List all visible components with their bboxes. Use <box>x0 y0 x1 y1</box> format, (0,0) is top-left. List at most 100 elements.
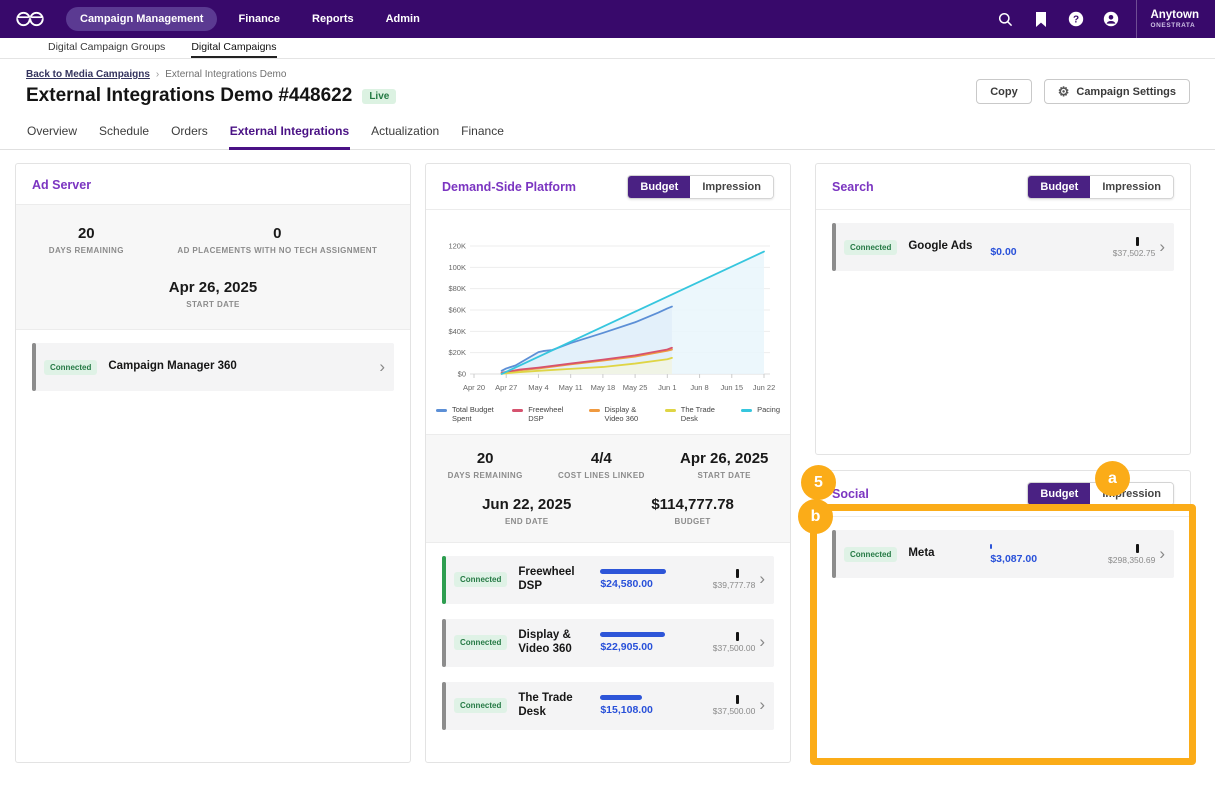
budget-impression-toggle: Budget Impression <box>1027 482 1174 506</box>
integration-row[interactable]: Connected Meta $3,087.00 $298,350.69 › <box>832 530 1174 578</box>
nav-item-campaign-management[interactable]: Campaign Management <box>66 7 218 31</box>
dsp-pacing-chart: $0 $20K $40K $60K $80K 100K 120K Apr 20 Apr 27 Ma… <box>426 210 790 434</box>
spent-amount: $22,905.00 <box>600 641 653 654</box>
toggle-impression[interactable]: Impression <box>690 176 773 198</box>
campaign-tabs: Overview Schedule Orders External Integr… <box>0 119 1215 150</box>
tab-orders[interactable]: Orders <box>171 124 208 138</box>
tab-actualization[interactable]: Actualization <box>371 124 440 138</box>
connected-badge: Connected <box>454 572 508 588</box>
legend-swatch-icon <box>588 409 600 412</box>
chevron-right-icon[interactable]: › <box>379 356 385 376</box>
svg-text:$40K: $40K <box>448 327 466 336</box>
integration-row[interactable]: Connected Campaign Manager 360 › <box>32 343 394 391</box>
budget-marker-icon <box>736 632 740 642</box>
budget-total: $37,502.75 <box>1113 236 1155 258</box>
bookmark-icon[interactable] <box>1023 0 1058 38</box>
svg-text:Jun 1: Jun 1 <box>658 383 676 392</box>
nav-item-reports[interactable]: Reports <box>312 13 354 25</box>
toggle-budget[interactable]: Budget <box>1028 483 1091 505</box>
card-title: Ad Server <box>32 177 92 192</box>
copy-button[interactable]: Copy <box>976 79 1032 104</box>
chevron-right-icon[interactable]: › <box>1159 236 1165 256</box>
svg-text:May 18: May 18 <box>591 383 616 392</box>
org-subtitle: ONESTRATA <box>1150 21 1196 29</box>
integration-name: Google Ads <box>908 240 973 253</box>
help-icon[interactable]: ? <box>1058 0 1093 38</box>
subnav-digital-campaign-groups[interactable]: Digital Campaign Groups <box>48 41 166 53</box>
stat-value: 4/4 <box>590 449 612 467</box>
integration-name: Meta <box>908 547 935 560</box>
campaign-settings-button[interactable]: ⚙ Campaign Settings <box>1043 79 1190 104</box>
budget-marker-icon <box>1136 236 1140 246</box>
legend-item: Freewheel DSP <box>512 405 575 424</box>
budget-total: $37,500.00 <box>712 695 756 717</box>
card-title: Social <box>832 487 869 501</box>
spent-amount: $3,087.00 <box>990 552 1038 565</box>
subnav-digital-campaigns[interactable]: Digital Campaigns <box>191 38 277 58</box>
integration-row[interactable]: Connected Display & Video 360 $22,905.00… <box>442 618 774 667</box>
connected-badge: Connected <box>844 239 898 255</box>
org-switcher[interactable]: Anytown ONESTRATA <box>1137 9 1215 29</box>
budget-total: $39,777.78 <box>712 569 756 591</box>
tab-schedule[interactable]: Schedule <box>99 124 150 138</box>
stat-label: DAYS REMAINING <box>48 246 124 255</box>
tab-overview[interactable]: Overview <box>27 124 78 138</box>
breadcrumb-back-link[interactable]: Back to Media Campaigns <box>26 69 150 80</box>
chevron-right-icon[interactable]: › <box>1159 543 1165 563</box>
budget-total: $298,350.69 <box>1108 543 1155 565</box>
svg-text:Jun 15: Jun 15 <box>721 383 744 392</box>
legend-label: The Trade Desk <box>680 405 715 424</box>
header-actions: Copy ⚙ Campaign Settings <box>976 79 1190 104</box>
primary-nav: Campaign Management Finance Reports Admi… <box>66 7 431 31</box>
chevron-right-icon[interactable]: › <box>759 695 765 715</box>
toggle-budget[interactable]: Budget <box>628 176 691 198</box>
tab-finance[interactable]: Finance <box>461 124 504 138</box>
budget-progress: $3,087.00 <box>990 543 1098 565</box>
budget-progress: $22,905.00 <box>600 632 708 653</box>
chart-legend: Total Budget Spent Freewheel DSP Display… <box>430 405 786 434</box>
status-badge: Live <box>362 88 397 104</box>
svg-text:$20K: $20K <box>448 348 466 357</box>
total-amount: $37,500.00 <box>712 706 756 717</box>
integration-name: Campaign Manager 360 <box>108 360 237 373</box>
budget-impression-toggle: Budget Impression <box>1027 175 1174 199</box>
brand-logo-icon[interactable] <box>14 10 46 28</box>
chevron-right-icon[interactable]: › <box>759 632 765 652</box>
social-card: Social Budget Impression Connected Meta … <box>815 470 1191 763</box>
progress-fill <box>600 632 666 638</box>
legend-swatch-icon <box>741 409 753 412</box>
breadcrumb-separator: › <box>155 69 160 80</box>
toggle-budget[interactable]: Budget <box>1028 176 1091 198</box>
integration-row[interactable]: Connected Freewheel DSP $24,580.00 $39,7… <box>442 555 774 604</box>
chevron-right-icon[interactable]: › <box>759 569 765 589</box>
svg-text:May 25: May 25 <box>623 383 648 392</box>
connected-badge: Connected <box>454 635 508 651</box>
total-amount: $39,777.78 <box>712 580 756 591</box>
toggle-impression[interactable]: Impression <box>1090 176 1173 198</box>
search-icon[interactable] <box>988 0 1023 38</box>
account-icon[interactable] <box>1093 0 1128 38</box>
budget-impression-toggle: Budget Impression <box>627 175 774 199</box>
svg-text:Jun 22: Jun 22 <box>753 383 776 392</box>
tab-external-integrations[interactable]: External Integrations <box>228 119 351 150</box>
status-accent-bar <box>832 223 836 271</box>
spent-amount: $0.00 <box>990 245 1017 258</box>
stat-label: AD PLACEMENTS WITH NO TECH ASSIGNMENT <box>177 246 378 255</box>
integration-row[interactable]: Connected Google Ads $0.00 $37,502.75 › <box>832 223 1174 271</box>
budget-progress: $15,108.00 <box>600 695 708 716</box>
navbar-divider <box>1136 0 1138 38</box>
nav-item-finance[interactable]: Finance <box>238 13 281 25</box>
legend-item: Total Budget Spent <box>436 405 499 424</box>
stat-label: START DATE <box>186 300 240 309</box>
budget-marker-icon <box>736 695 740 705</box>
integration-row[interactable]: Connected The Trade Desk $15,108.00 $37,… <box>442 681 774 730</box>
stat-value: Apr 26, 2025 <box>168 279 258 296</box>
progress-track <box>600 569 706 575</box>
svg-text:$80K: $80K <box>448 284 466 293</box>
svg-text:Apr 20: Apr 20 <box>463 383 485 392</box>
card-title: Search <box>832 180 874 194</box>
toggle-impression[interactable]: Impression <box>1090 483 1173 505</box>
progress-fill <box>600 695 643 701</box>
nav-item-admin[interactable]: Admin <box>385 13 420 25</box>
